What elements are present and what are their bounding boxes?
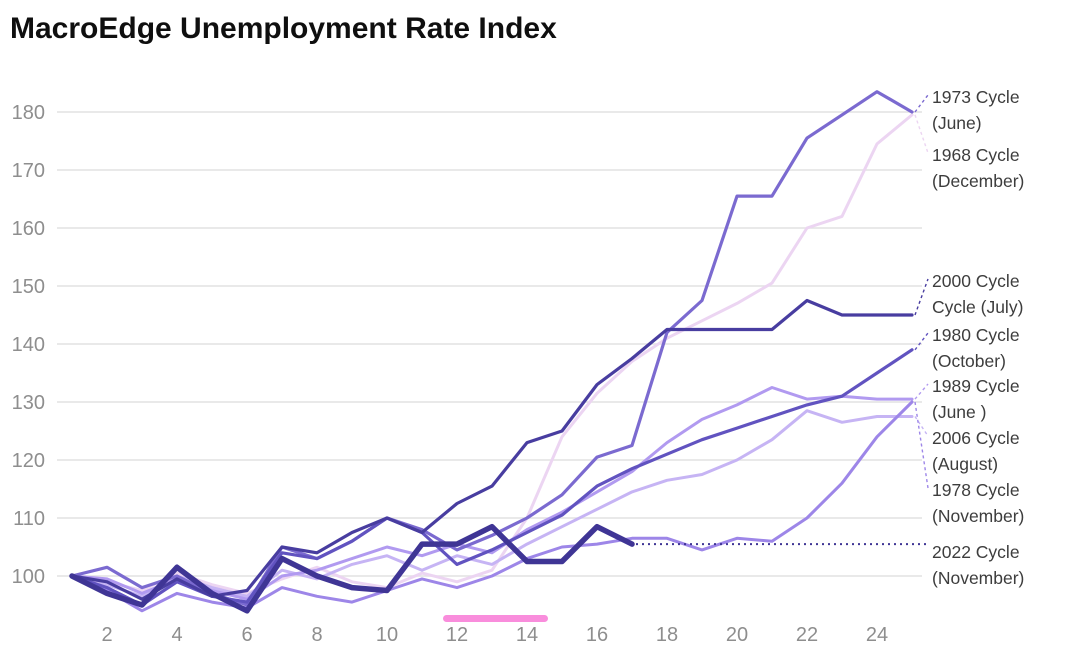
y-tick-label: 120 — [12, 450, 45, 472]
series-line-2006 — [70, 409, 914, 598]
y-tick-label: 110 — [13, 508, 45, 530]
series-label-line1: 2006 Cycle — [932, 428, 1020, 448]
x-tick-label: 8 — [311, 624, 322, 645]
x-tick-label: 14 — [516, 624, 538, 645]
label-connector — [914, 114, 929, 154]
y-tick-label: 150 — [12, 276, 45, 298]
y-tick-label: 100 — [12, 566, 45, 588]
chart-title: MacroEdge Unemployment Rate Index — [10, 12, 557, 45]
series-label-line2: (December) — [932, 171, 1025, 191]
x-tick-label: 22 — [796, 624, 818, 645]
y-tick-label: 140 — [12, 334, 45, 356]
label-connector — [914, 332, 929, 351]
series-label-line1: 1968 Cycle — [932, 145, 1020, 165]
y-tick-label: 180 — [12, 102, 45, 124]
x-tick-label: 6 — [241, 624, 252, 645]
series-line-1968 — [70, 113, 914, 595]
series-label-line2: (June ) — [932, 402, 987, 422]
y-tick-label: 170 — [12, 160, 45, 182]
x-tick-label: 12 — [446, 624, 468, 645]
highlight-bar — [443, 615, 548, 622]
x-tick-label: 4 — [171, 624, 182, 645]
series-label-2022: 2022 Cycle (November) — [932, 539, 1024, 591]
series-label-1978: 1978 Cycle (November) — [932, 477, 1024, 529]
x-tick-label: 18 — [656, 624, 678, 645]
x-tick-label: 2 — [101, 624, 112, 645]
y-tick-label: 130 — [12, 392, 45, 414]
series-label-line2: (June) — [932, 113, 982, 133]
series-label-line1: 1989 Cycle — [932, 376, 1020, 396]
x-tick-label: 20 — [726, 624, 748, 645]
series-label-line2: (October) — [932, 351, 1006, 371]
x-tick-label: 10 — [376, 624, 398, 645]
series-line-2000 — [70, 298, 914, 601]
series-label-line2: (November) — [932, 568, 1025, 588]
series-label-line1: 1978 Cycle — [932, 480, 1020, 500]
label-connector — [914, 383, 929, 400]
series-label-2006: 2006 Cycle (August) — [932, 425, 1020, 477]
series-label-1980: 1980 Cycle (October) — [932, 322, 1020, 374]
series-label-1968: 1968 Cycle (December) — [932, 142, 1024, 194]
series-line-1980 — [70, 348, 914, 607]
series-label-line2: (November) — [932, 506, 1025, 526]
series-label-1989: 1989 Cycle (June ) — [932, 373, 1020, 425]
series-label-2000: 2000 Cycle Cycle (July) — [932, 268, 1023, 320]
series-label-line1: 1973 Cycle — [932, 87, 1020, 107]
series-label-line1: 2022 Cycle — [932, 542, 1020, 562]
y-tick-label: 160 — [12, 218, 45, 240]
label-connector — [914, 94, 929, 113]
series-line-1989 — [70, 386, 914, 601]
x-tick-label: 24 — [866, 624, 888, 645]
series-label-1973: 1973 Cycle (June) — [932, 84, 1020, 136]
label-connector — [914, 278, 929, 316]
series-label-line2: (August) — [932, 454, 999, 474]
series-line-2022 — [69, 523, 635, 614]
label-connector — [914, 401, 929, 489]
label-connector — [914, 416, 929, 437]
series-label-line1: 1980 Cycle — [932, 325, 1020, 345]
series-label-line2: Cycle (July) — [932, 297, 1024, 317]
series-label-line1: 2000 Cycle — [932, 271, 1020, 291]
series-line-1978 — [70, 400, 914, 613]
x-tick-label: 16 — [586, 624, 608, 645]
